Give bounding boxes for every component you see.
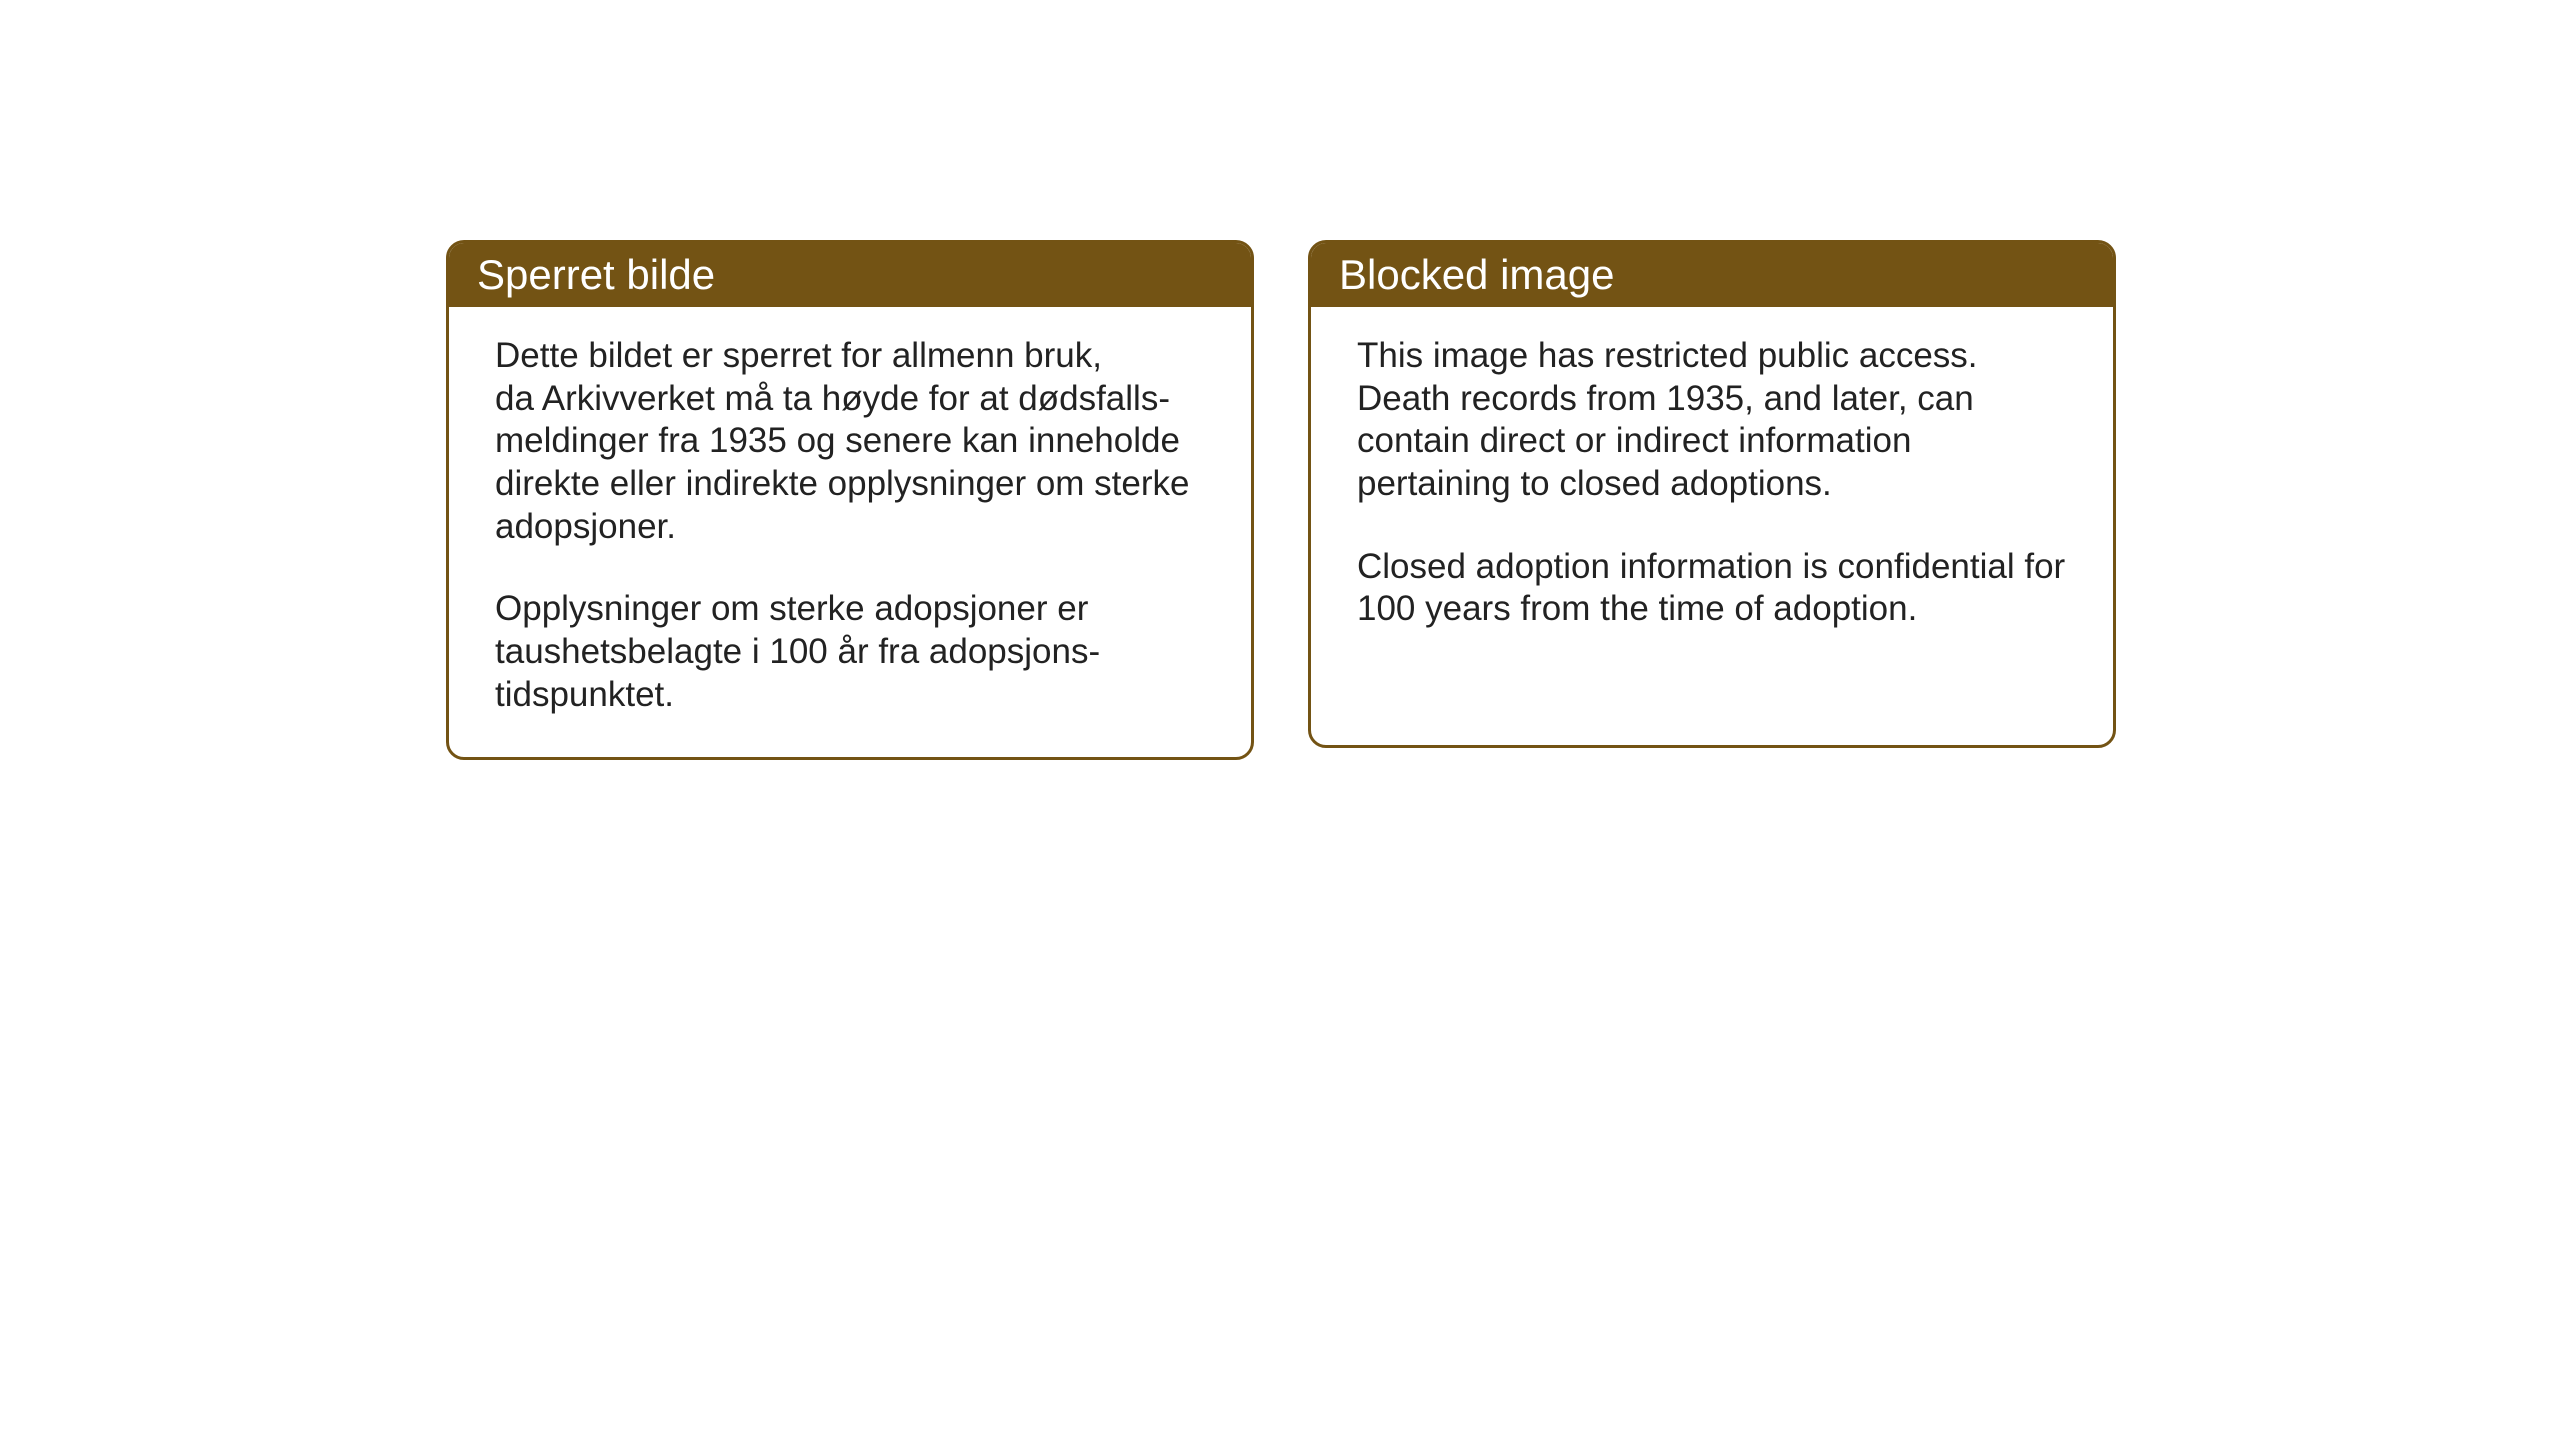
card-body-english: This image has restricted public access.… [1311,307,2113,671]
card-paragraph-1: Dette bildet er sperret for allmenn bruk… [495,335,1205,548]
card-title: Sperret bilde [477,251,715,298]
card-header-norwegian: Sperret bilde [449,243,1251,307]
notice-card-english: Blocked image This image has restricted … [1308,240,2116,748]
notice-cards-container: Sperret bilde Dette bildet er sperret fo… [446,240,2116,760]
card-paragraph-2: Opplysninger om sterke adopsjoner er tau… [495,588,1205,716]
card-body-norwegian: Dette bildet er sperret for allmenn bruk… [449,307,1251,757]
card-paragraph-1: This image has restricted public access.… [1357,335,2067,506]
card-paragraph-2: Closed adoption information is confident… [1357,546,2067,631]
card-header-english: Blocked image [1311,243,2113,307]
card-title: Blocked image [1339,251,1614,298]
notice-card-norwegian: Sperret bilde Dette bildet er sperret fo… [446,240,1254,760]
